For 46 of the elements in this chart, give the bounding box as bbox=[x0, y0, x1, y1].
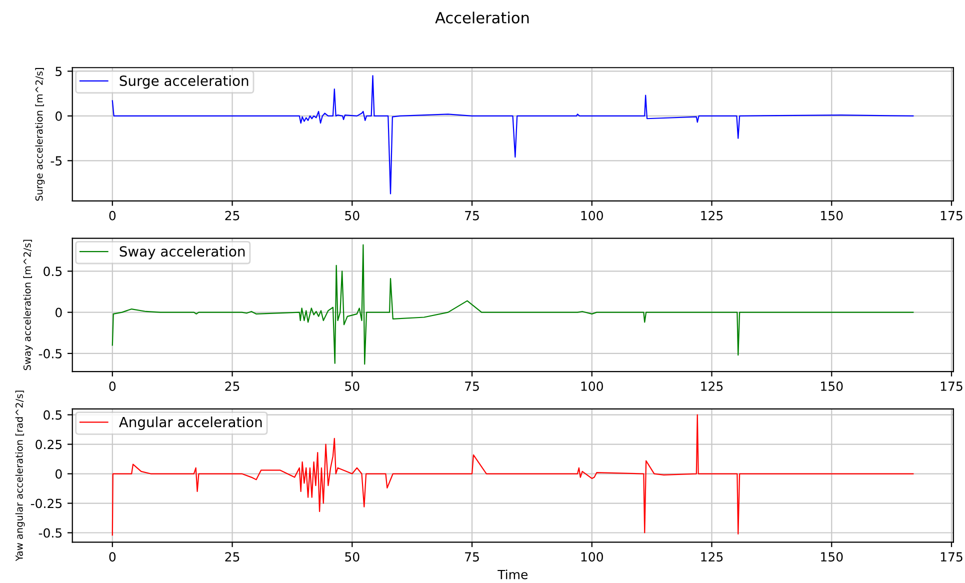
x-tick-label: 175 bbox=[940, 211, 962, 220]
x-tick-label: 125 bbox=[701, 552, 723, 562]
y-tick-label: -0.25 bbox=[30, 498, 62, 508]
x-tick-label: 25 bbox=[225, 210, 240, 220]
legend-label: Angular acceleration bbox=[119, 416, 262, 430]
x-tick-label: 25 bbox=[225, 552, 240, 562]
x-tick-label: 75 bbox=[465, 211, 479, 220]
legend-label: Sway acceleration bbox=[120, 246, 245, 260]
x-tick-label: 100 bbox=[581, 210, 603, 220]
y-tick-label: -0.5 bbox=[38, 528, 62, 538]
y-axis-title: Yaw angular acceleration [rad^2/s] bbox=[15, 390, 25, 562]
x-tick-label: 25 bbox=[225, 382, 240, 391]
x-tick-label: 0 bbox=[109, 382, 116, 391]
chart-title: Acceleration bbox=[435, 12, 529, 24]
y-tick-label: 0 bbox=[56, 111, 62, 121]
y-axis-title: Surge acceleration [m^2/s] bbox=[35, 68, 45, 201]
y-tick-label: 0 bbox=[56, 308, 62, 318]
line-series bbox=[112, 75, 914, 194]
x-axis-title: Time bbox=[498, 570, 528, 580]
x-tick-label: 100 bbox=[581, 382, 603, 391]
x-tick-label: 175 bbox=[940, 552, 962, 562]
x-tick-label: 75 bbox=[465, 382, 479, 391]
x-tick-label: 150 bbox=[821, 552, 843, 562]
y-tick-label: -5 bbox=[50, 156, 62, 166]
y-axis-title: Sway acceleration [m^2/s] bbox=[23, 240, 33, 370]
y-tick-label: 5 bbox=[56, 66, 62, 76]
legend-label: Surge acceleration bbox=[120, 75, 248, 89]
line-series bbox=[112, 244, 914, 365]
x-tick-label: 125 bbox=[701, 382, 723, 391]
x-tick-label: 50 bbox=[345, 382, 360, 391]
x-tick-label: 150 bbox=[821, 382, 843, 391]
x-tick-label: 175 bbox=[940, 382, 962, 391]
x-tick-label: 75 bbox=[465, 552, 479, 562]
x-tick-label: 150 bbox=[821, 210, 843, 220]
x-tick-label: 125 bbox=[701, 210, 723, 220]
x-tick-label: 100 bbox=[581, 552, 603, 562]
y-tick-label: 0 bbox=[56, 469, 62, 479]
y-tick-label: 0.25 bbox=[36, 440, 62, 450]
x-tick-label: 0 bbox=[109, 210, 116, 220]
x-tick-label: 50 bbox=[345, 552, 360, 562]
x-tick-label: 50 bbox=[345, 210, 360, 220]
y-tick-label: 0.5 bbox=[44, 266, 62, 276]
line-series bbox=[112, 414, 914, 536]
x-tick-label: 0 bbox=[109, 552, 116, 562]
y-tick-label: 0.5 bbox=[44, 410, 62, 420]
y-tick-label: -0.5 bbox=[38, 348, 62, 358]
